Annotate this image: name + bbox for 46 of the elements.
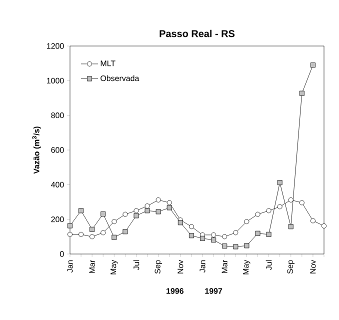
point: [310, 62, 316, 68]
point: [78, 232, 84, 237]
point: [299, 90, 304, 96]
point: [244, 243, 250, 248]
point: [166, 200, 172, 206]
point: [310, 218, 316, 224]
point: [68, 232, 72, 237]
point: [222, 244, 228, 249]
chart-title: Passo Real - RS: [160, 30, 235, 38]
point: [100, 230, 106, 236]
point: [156, 209, 161, 214]
point: [78, 208, 84, 214]
point: [122, 212, 128, 217]
point: [277, 180, 282, 186]
point: [144, 203, 150, 208]
point: [200, 236, 206, 241]
point: [112, 234, 117, 240]
point: [233, 230, 238, 236]
point: [178, 220, 183, 226]
point: [134, 213, 139, 218]
point: [68, 223, 72, 228]
point: [122, 229, 128, 234]
point: [100, 211, 106, 216]
point: [277, 204, 282, 210]
point: [134, 208, 139, 214]
point: [211, 237, 216, 242]
point: [255, 230, 260, 236]
point: [288, 197, 294, 202]
point: [255, 212, 260, 217]
point: [112, 219, 117, 224]
point: [288, 224, 294, 230]
point: [188, 224, 194, 230]
point: [90, 226, 95, 232]
point: [90, 234, 95, 240]
point: [233, 244, 238, 250]
point: [322, 223, 326, 228]
point: [244, 219, 250, 224]
point: [222, 234, 228, 240]
point: [266, 208, 272, 214]
point: [211, 232, 216, 238]
point: [166, 205, 172, 210]
point: [188, 233, 194, 238]
point: [266, 232, 272, 237]
point: [299, 200, 304, 206]
point: [156, 197, 161, 202]
point: [144, 208, 150, 214]
